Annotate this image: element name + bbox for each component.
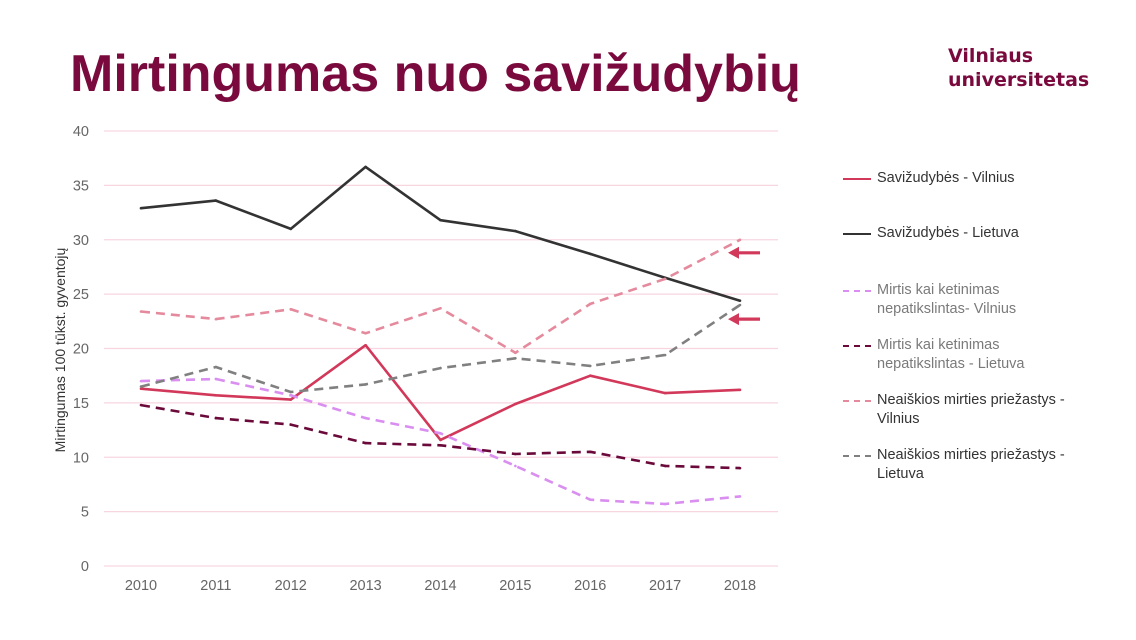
data-point [514, 452, 517, 456]
series-line-1 [140, 343, 741, 442]
y-tick-label: 25 [73, 287, 89, 303]
legend-swatch [843, 178, 871, 180]
data-point [738, 466, 742, 470]
data-point [439, 443, 442, 447]
y-tick-label: 10 [73, 450, 89, 466]
legend-swatch [843, 290, 871, 292]
data-point [289, 393, 293, 397]
data-point [289, 398, 293, 401]
x-tick-label: 2010 [125, 578, 157, 594]
legend-label: Neaiškios mirties priežastys - Vilnius [877, 392, 1065, 427]
data-point [289, 308, 293, 311]
university-logo: Vilniaus universitetas [948, 44, 1089, 92]
data-point [439, 432, 442, 435]
data-point [738, 388, 742, 392]
data-point [663, 353, 667, 357]
data-point [439, 306, 442, 310]
y-tick-label: 30 [73, 233, 89, 249]
y-tick-label: 0 [81, 559, 89, 575]
data-point [139, 379, 143, 383]
legend-swatch [843, 345, 871, 347]
legend-label: Neaiškios mirties priežastys - Lietuva [877, 447, 1065, 482]
data-point [588, 450, 592, 454]
x-tick-label: 2016 [574, 578, 606, 594]
data-point [514, 229, 517, 233]
data-point [514, 464, 517, 468]
data-point [214, 365, 218, 369]
series-line-3 [140, 377, 741, 506]
series-line-5 [140, 238, 741, 355]
legend-swatch [843, 400, 871, 402]
data-point [214, 199, 218, 202]
legend-label: Mirtis kai ketinimas nepatikslintas- Vil… [877, 282, 1017, 317]
data-point [738, 299, 742, 302]
y-tick-label: 5 [81, 505, 89, 521]
data-point [738, 495, 742, 498]
data-point [364, 383, 367, 386]
x-tick-label: 2017 [649, 578, 681, 594]
data-point [214, 317, 218, 321]
data-point [738, 303, 742, 307]
annotation-arrow-2-icon [728, 313, 739, 326]
data-point [214, 393, 218, 397]
data-point [364, 165, 367, 169]
data-point [588, 364, 592, 368]
data-point [663, 464, 667, 468]
legend-swatch [843, 455, 871, 457]
page-title: Mirtingumas nuo savižudybių [70, 45, 801, 103]
x-tick-label: 2011 [200, 578, 231, 594]
data-point [139, 310, 143, 313]
data-point [364, 416, 367, 420]
data-point [364, 343, 367, 347]
x-tick-label: 2014 [424, 578, 456, 594]
data-point [289, 390, 293, 394]
logo-line-1: Vilniaus [948, 45, 1034, 67]
data-point [663, 502, 667, 506]
data-point [214, 416, 218, 420]
y-tick-label: 20 [73, 342, 89, 358]
y-tick-label: 40 [73, 124, 89, 140]
data-point [663, 391, 667, 395]
data-point [214, 377, 218, 381]
data-point [738, 238, 742, 242]
data-point [588, 302, 592, 306]
data-point [139, 385, 143, 388]
data-point [439, 438, 442, 442]
logo-line-2: universitetas [948, 69, 1090, 91]
series-line-2 [140, 165, 741, 302]
data-point [139, 206, 143, 210]
data-point [514, 402, 517, 406]
data-point [588, 374, 592, 377]
data-point [289, 423, 293, 426]
legend-swatch [843, 233, 871, 235]
data-point [439, 366, 442, 370]
data-point [588, 498, 592, 501]
data-point [439, 218, 442, 222]
y-tick-label: 15 [73, 396, 89, 412]
data-point [514, 356, 517, 360]
series-line-4 [140, 403, 741, 470]
x-tick-label: 2013 [349, 578, 381, 594]
annotation-arrow-1-icon [728, 246, 739, 259]
data-point [139, 403, 143, 407]
data-point [364, 441, 367, 445]
data-point [289, 227, 293, 231]
data-point [588, 252, 592, 256]
y-tick-label: 35 [73, 178, 89, 194]
legend-label: Savižudybės - Vilnius [877, 170, 1015, 186]
x-tick-label: 2018 [724, 578, 756, 594]
data-point [663, 277, 667, 281]
x-tick-label: 2012 [275, 578, 307, 594]
data-point [514, 351, 517, 355]
x-tick-label: 2015 [499, 578, 531, 594]
legend-label: Savižudybės - Lietuva [877, 225, 1019, 241]
data-point [364, 331, 367, 335]
data-point [139, 387, 143, 391]
legend-label: Mirtis kai ketinimas nepatikslintas - Li… [877, 337, 1025, 372]
